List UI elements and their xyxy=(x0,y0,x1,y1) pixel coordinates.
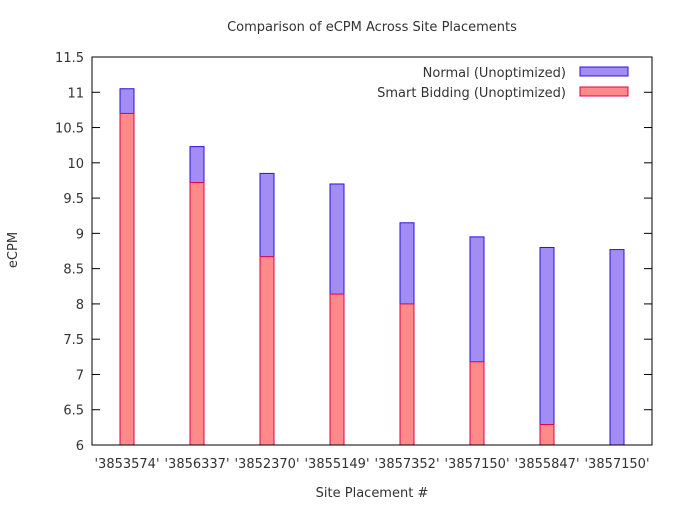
y-tick-label: 6 xyxy=(76,439,84,454)
bar-smart-bidding xyxy=(189,182,205,446)
x-axis-label: Site Placement # xyxy=(316,486,429,501)
x-tick-label: '3855149' xyxy=(304,457,369,472)
legend: Normal (Unoptimized) Smart Bidding (Unop… xyxy=(377,66,629,101)
plot-frame xyxy=(91,56,653,446)
y-tick-label: 8.5 xyxy=(63,263,84,278)
bar-smart-bidding xyxy=(539,424,555,446)
y-tick-label: 9 xyxy=(76,227,84,242)
y-tick-label: 7.5 xyxy=(63,333,84,348)
bar-smart-bidding xyxy=(259,256,275,446)
legend-swatch-smart-bidding xyxy=(579,86,629,97)
y-tick-label: 9.5 xyxy=(63,192,84,207)
bar-smart-bidding xyxy=(119,112,135,446)
bar-normal xyxy=(539,246,555,446)
bar-normal xyxy=(609,249,625,446)
y-tick-label: 11 xyxy=(67,86,84,101)
y-axis-label: eCPM xyxy=(6,232,21,268)
bar-smart-bidding xyxy=(399,303,415,446)
y-tick-label: 10.5 xyxy=(55,122,84,137)
bar-smart-bidding xyxy=(329,293,345,446)
x-tick-label: '3853574' xyxy=(94,457,159,472)
y-axis-ticks: 6 6.5 7 7.5 8 8.5 9 9.5 10 10.5 11 11.5 xyxy=(55,51,652,454)
y-tick-label: 6.5 xyxy=(63,404,84,419)
chart-title: Comparison of eCPM Across Site Placement… xyxy=(227,20,517,35)
bars xyxy=(119,88,625,446)
x-tick-label: '3852370' xyxy=(234,457,299,472)
x-tick-label: '3857150' xyxy=(444,457,509,472)
legend-label-smart-bidding: Smart Bidding (Unoptimized) xyxy=(377,86,566,101)
legend-label-normal: Normal (Unoptimized) xyxy=(423,66,566,81)
y-tick-label: 8 xyxy=(76,298,84,313)
x-axis-ticks: '3853574' '3856337' '3852370' '3855149' '385… xyxy=(94,457,649,472)
y-tick-label: 7 xyxy=(76,368,84,383)
x-tick-label: '3857150' xyxy=(584,457,649,472)
legend-swatch-normal xyxy=(579,66,629,77)
x-tick-label: '3855847' xyxy=(514,457,579,472)
x-tick-label: '3856337' xyxy=(164,457,229,472)
x-tick-label: '3857352' xyxy=(374,457,439,472)
y-tick-label: 11.5 xyxy=(55,51,84,66)
bar-smart-bidding xyxy=(469,361,485,446)
y-tick-label: 10 xyxy=(67,157,84,172)
